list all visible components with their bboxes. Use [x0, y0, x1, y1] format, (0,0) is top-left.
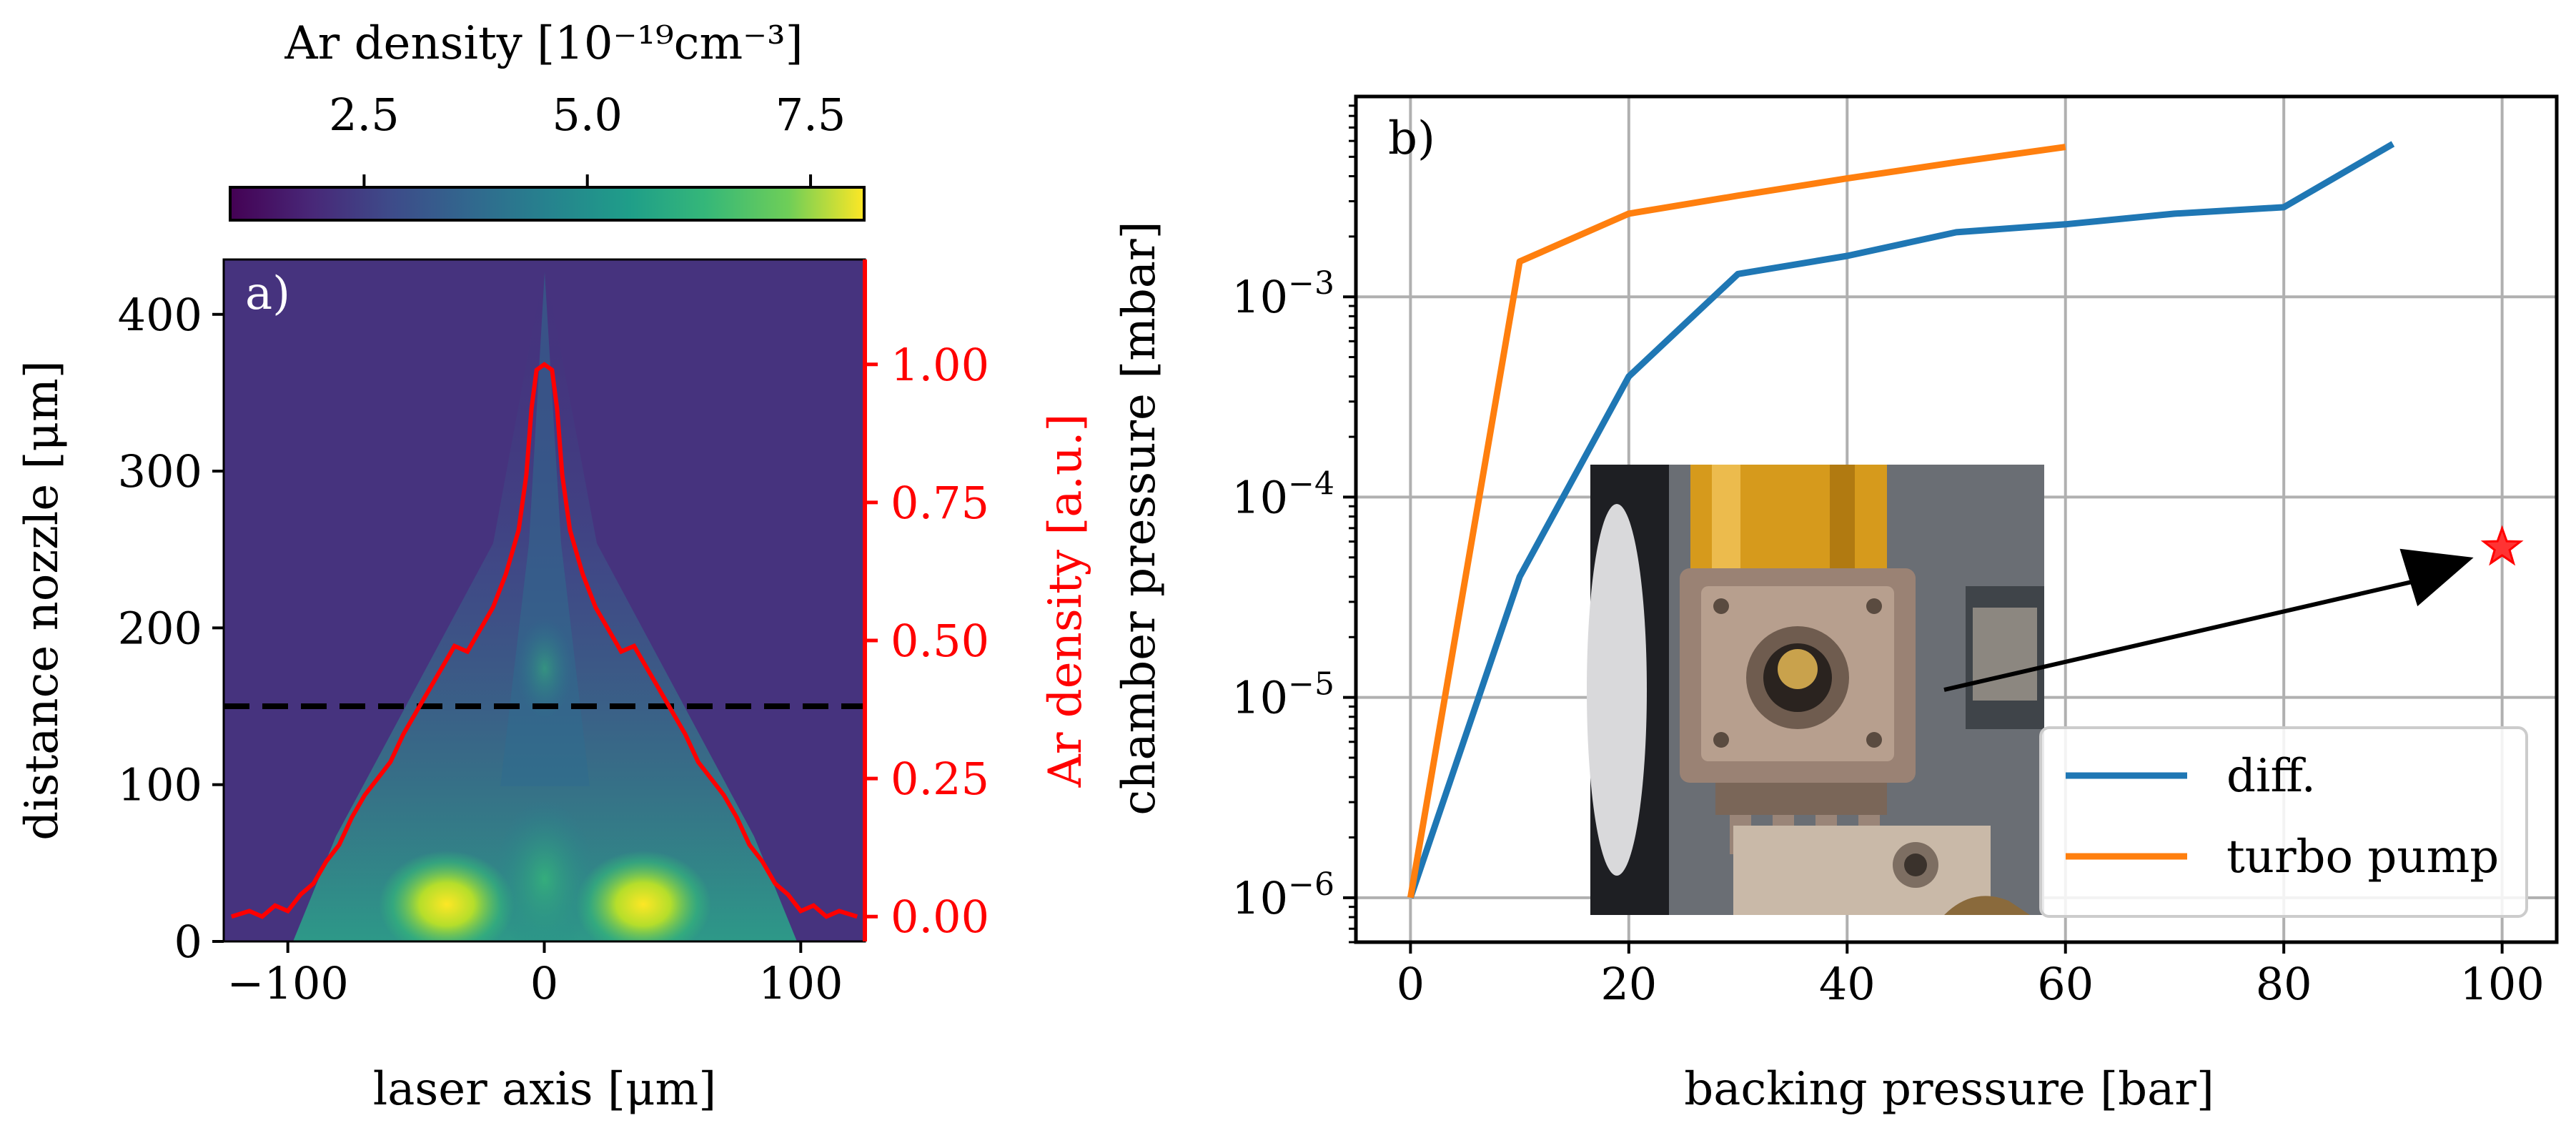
annotation-arrow-head — [2399, 548, 2474, 607]
pressure-x-axis-label: backing pressure [bar] — [1684, 1063, 2214, 1116]
heatmap-x-tick-label: −100 — [227, 957, 349, 1009]
pressure-frame — [1354, 94, 2559, 944]
heatmap-x-axis-label: laser axis [μm] — [373, 1063, 716, 1116]
pressure-y-ticks: 10−6 10−5 10−4 10−3 — [1232, 265, 1356, 924]
operating-point-star-marker — [2480, 525, 2524, 566]
colorbar: Ar density [10⁻¹⁹cm⁻³] 2.5 5.0 7.5 — [229, 17, 866, 222]
heatmap-y-tick-label: 200 — [118, 602, 202, 654]
colorbar-tick-label: 5.0 — [552, 89, 623, 141]
colorbar-gradient — [229, 186, 866, 222]
density-axis-tick-label: 0.00 — [891, 891, 989, 943]
heatmap-glow-center — [495, 801, 595, 941]
density-axis-tick-label: 0.50 — [891, 615, 989, 667]
pressure-minor-ticks — [1349, 104, 1356, 944]
heatmap-y-tick-label: 0 — [174, 916, 202, 968]
pressure-y-tick-label: 10−6 — [1232, 866, 1334, 924]
nozzle-photo-inset — [1587, 465, 2044, 915]
density-axis-tick-label: 0.25 — [891, 753, 989, 805]
density-axis-label: Ar density [a.u.] — [1039, 414, 1092, 788]
pressure-x-tick-label: 60 — [2037, 958, 2094, 1010]
density-axis-ticks: 0.00 0.25 0.50 0.75 1.00 — [865, 339, 989, 943]
colorbar-label: Ar density [10⁻¹⁹cm⁻³] — [284, 17, 803, 70]
pressure-x-tick-label: 80 — [2256, 958, 2312, 1010]
pressure-x-tick-label: 100 — [2459, 958, 2544, 1010]
pressure-y-tick-label: 10−4 — [1232, 465, 1334, 523]
heatmap-x-ticks: −100 0 100 — [227, 941, 843, 1009]
diff-pump-line — [1407, 141, 2395, 899]
density-axis-tick-label: 1.00 — [891, 339, 989, 391]
panel-b-label: b) — [1388, 112, 1435, 165]
colorbar-tick-label: 2.5 — [329, 89, 400, 141]
heatmap-y-ticks: 0 100 200 300 400 — [118, 289, 224, 968]
legend: diff. turbo pump — [2039, 726, 2528, 918]
heatmap-hotspot-left — [379, 851, 515, 941]
heatmap-x-tick-label: 100 — [758, 957, 843, 1009]
turbo-pump-line — [1407, 144, 2066, 899]
heatmap-hotspot-right — [575, 851, 711, 941]
annotation-arrow — [1943, 575, 2432, 692]
pressure-x-tick-label: 40 — [1819, 958, 1876, 1010]
pressure-y-tick-label: 10−5 — [1232, 666, 1334, 724]
heatmap-y-tick-label: 100 — [118, 759, 202, 811]
pressure-y-axis-label: chamber pressure [mbar] — [1113, 221, 1166, 815]
heatmap-glow-upper — [516, 618, 573, 718]
colorbar-tick-label: 7.5 — [776, 89, 846, 141]
density-axis-tick-label: 0.75 — [891, 477, 989, 529]
heatmap-y-tick-label: 300 — [118, 445, 202, 498]
heatmap-y-axis-label: distance nozzle [μm] — [16, 360, 69, 841]
legend-label-diff: diff. — [2226, 750, 2316, 803]
heatmap-y-tick-label: 400 — [118, 289, 202, 341]
panel-a-label: a) — [245, 267, 290, 320]
pressure-panel: b) 0 20 40 60 80 100 10−6 10−5 10−4 10−3 backing… — [1113, 94, 2559, 1116]
density-profile-line — [230, 362, 858, 919]
pressure-x-ticks: 0 20 40 60 80 100 — [1397, 942, 2545, 1010]
heatmap-x-tick-label: 0 — [530, 957, 558, 1009]
legend-label-turbo: turbo pump — [2226, 831, 2499, 884]
pressure-y-tick-label: 10−3 — [1232, 265, 1334, 323]
pressure-x-tick-label: 0 — [1397, 958, 1425, 1010]
pressure-x-tick-label: 20 — [1600, 958, 1657, 1010]
colorbar-ticks: 2.5 5.0 7.5 — [329, 89, 846, 187]
